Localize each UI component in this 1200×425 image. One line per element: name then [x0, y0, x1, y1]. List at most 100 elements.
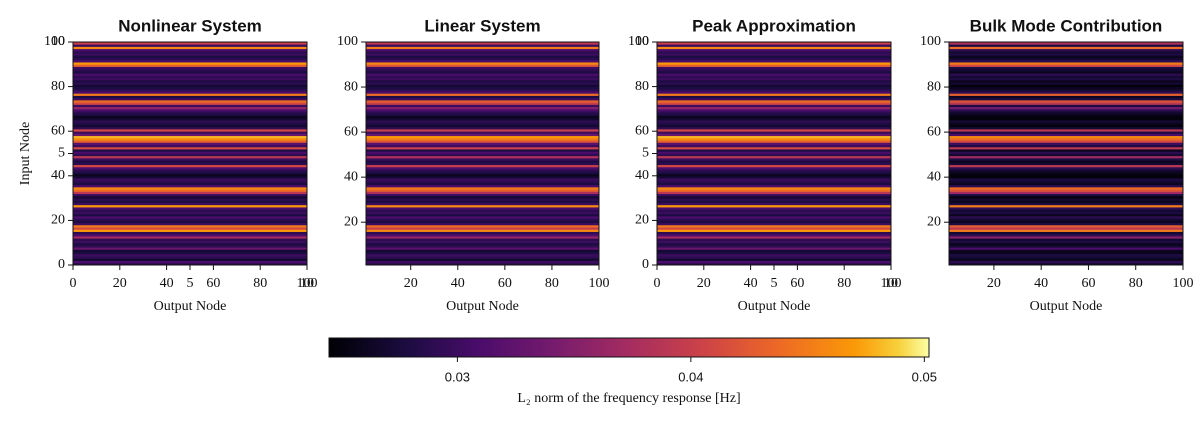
heatmap-row: [73, 244, 307, 248]
y-tick-label: 60: [344, 124, 358, 139]
x-tick-label: 20: [987, 276, 1001, 291]
heatmap-row: [657, 46, 891, 50]
heatmap-row: [73, 48, 307, 52]
heatmap-row: [73, 126, 307, 130]
heatmap-row: [366, 126, 599, 130]
heatmap-row: [657, 193, 891, 197]
heatmap-row: [366, 115, 599, 119]
heatmap-row: [949, 108, 1183, 112]
heatmap-row: [657, 160, 891, 163]
heatmap-row: [949, 55, 1183, 59]
heatmap-row: [657, 106, 891, 110]
heatmap-row: [366, 149, 599, 152]
heatmap-row: [366, 140, 599, 143]
y-tick-label: 80: [51, 79, 65, 94]
heatmap-row: [73, 144, 307, 148]
heatmap-row: [73, 122, 307, 125]
heatmap-row: [949, 68, 1183, 72]
heatmap-row: [657, 231, 891, 235]
heatmap-row: [366, 204, 599, 208]
heatmap-row: [657, 164, 891, 168]
y-tick-label: 5: [642, 146, 649, 161]
heatmap-row: [366, 84, 599, 87]
heatmap-row: [73, 242, 307, 246]
heatmap-row: [657, 178, 891, 181]
heatmap-row: [73, 178, 307, 181]
heatmap-row: [73, 220, 307, 224]
heatmap-row: [657, 126, 891, 130]
y-tick-label: 100: [44, 34, 65, 49]
heatmap-row: [657, 50, 891, 54]
heatmap-row: [366, 42, 599, 45]
heatmap-row: [949, 70, 1183, 74]
heatmap-row: [366, 236, 599, 239]
heatmap-row: [949, 258, 1183, 261]
heatmap-row: [949, 249, 1183, 253]
heatmap-row: [366, 131, 599, 134]
heatmap-row: [73, 166, 307, 170]
heatmap-row: [73, 198, 307, 201]
heatmap-row: [657, 186, 891, 190]
heatmap-row: [949, 162, 1183, 166]
heatmap-row: [949, 164, 1183, 168]
heatmap-row: [949, 133, 1183, 137]
heatmap-row: [73, 82, 307, 85]
x-tick-label: 40: [744, 276, 758, 291]
heatmap-row: [949, 209, 1183, 212]
heatmap-row: [73, 171, 307, 174]
heatmap-row: [366, 99, 599, 103]
heatmap-row: [73, 180, 307, 183]
heatmap-row: [73, 55, 307, 59]
heatmap-row: [366, 186, 599, 190]
heatmap-row: [73, 238, 307, 241]
heatmap-row: [366, 120, 599, 123]
heatmap-row: [657, 155, 891, 159]
heatmap-row: [657, 44, 891, 47]
heatmap-row: [366, 144, 599, 148]
heatmap-row: [949, 140, 1183, 143]
heatmap-row: [949, 151, 1183, 154]
heatmap-row: [949, 104, 1183, 108]
heatmap-row: [949, 204, 1183, 208]
heatmap-row: [949, 193, 1183, 197]
heatmap-row: [949, 200, 1183, 203]
heatmap-row: [73, 173, 307, 177]
x-tick-label: 40: [1034, 276, 1048, 291]
heatmap-row: [949, 233, 1183, 237]
heatmap-row: [949, 155, 1183, 159]
heatmap-row: [73, 91, 307, 94]
heatmap-row: [949, 146, 1183, 150]
heatmap-row: [366, 238, 599, 241]
heatmap-row: [949, 57, 1183, 61]
heatmap-row: [366, 171, 599, 174]
heatmap-row: [657, 104, 891, 108]
y-tick-label: 40: [927, 169, 941, 184]
heatmap-row: [657, 108, 891, 112]
chart-title: Linear System: [424, 16, 540, 35]
heatmap-row: [657, 66, 891, 70]
y-tick-label: 60: [51, 123, 65, 138]
heatmap-row: [657, 88, 891, 92]
heatmap-row: [366, 122, 599, 125]
heatmap-row: [657, 68, 891, 72]
heatmap-row: [366, 70, 599, 74]
heatmap-row: [73, 66, 307, 70]
y-tick-label: 20: [344, 214, 358, 229]
x-tick-label: 100: [589, 276, 610, 291]
heatmap-row: [949, 184, 1183, 188]
heatmap-row: [366, 151, 599, 154]
heatmap-row: [366, 48, 599, 52]
heatmap-row: [73, 88, 307, 92]
heatmap-row: [657, 117, 891, 121]
heatmap-row: [366, 251, 599, 255]
heatmap-row: [949, 86, 1183, 90]
heatmap-row: [657, 91, 891, 94]
heatmap-row: [657, 55, 891, 59]
y-tick-label: 10: [51, 34, 65, 49]
x-tick-label: 100: [881, 276, 902, 291]
x-tick-label: 100: [1173, 276, 1194, 291]
heatmap-row: [73, 251, 307, 255]
heatmap-row: [73, 102, 307, 105]
heatmap-row: [366, 258, 599, 261]
heatmap-row: [657, 251, 891, 255]
